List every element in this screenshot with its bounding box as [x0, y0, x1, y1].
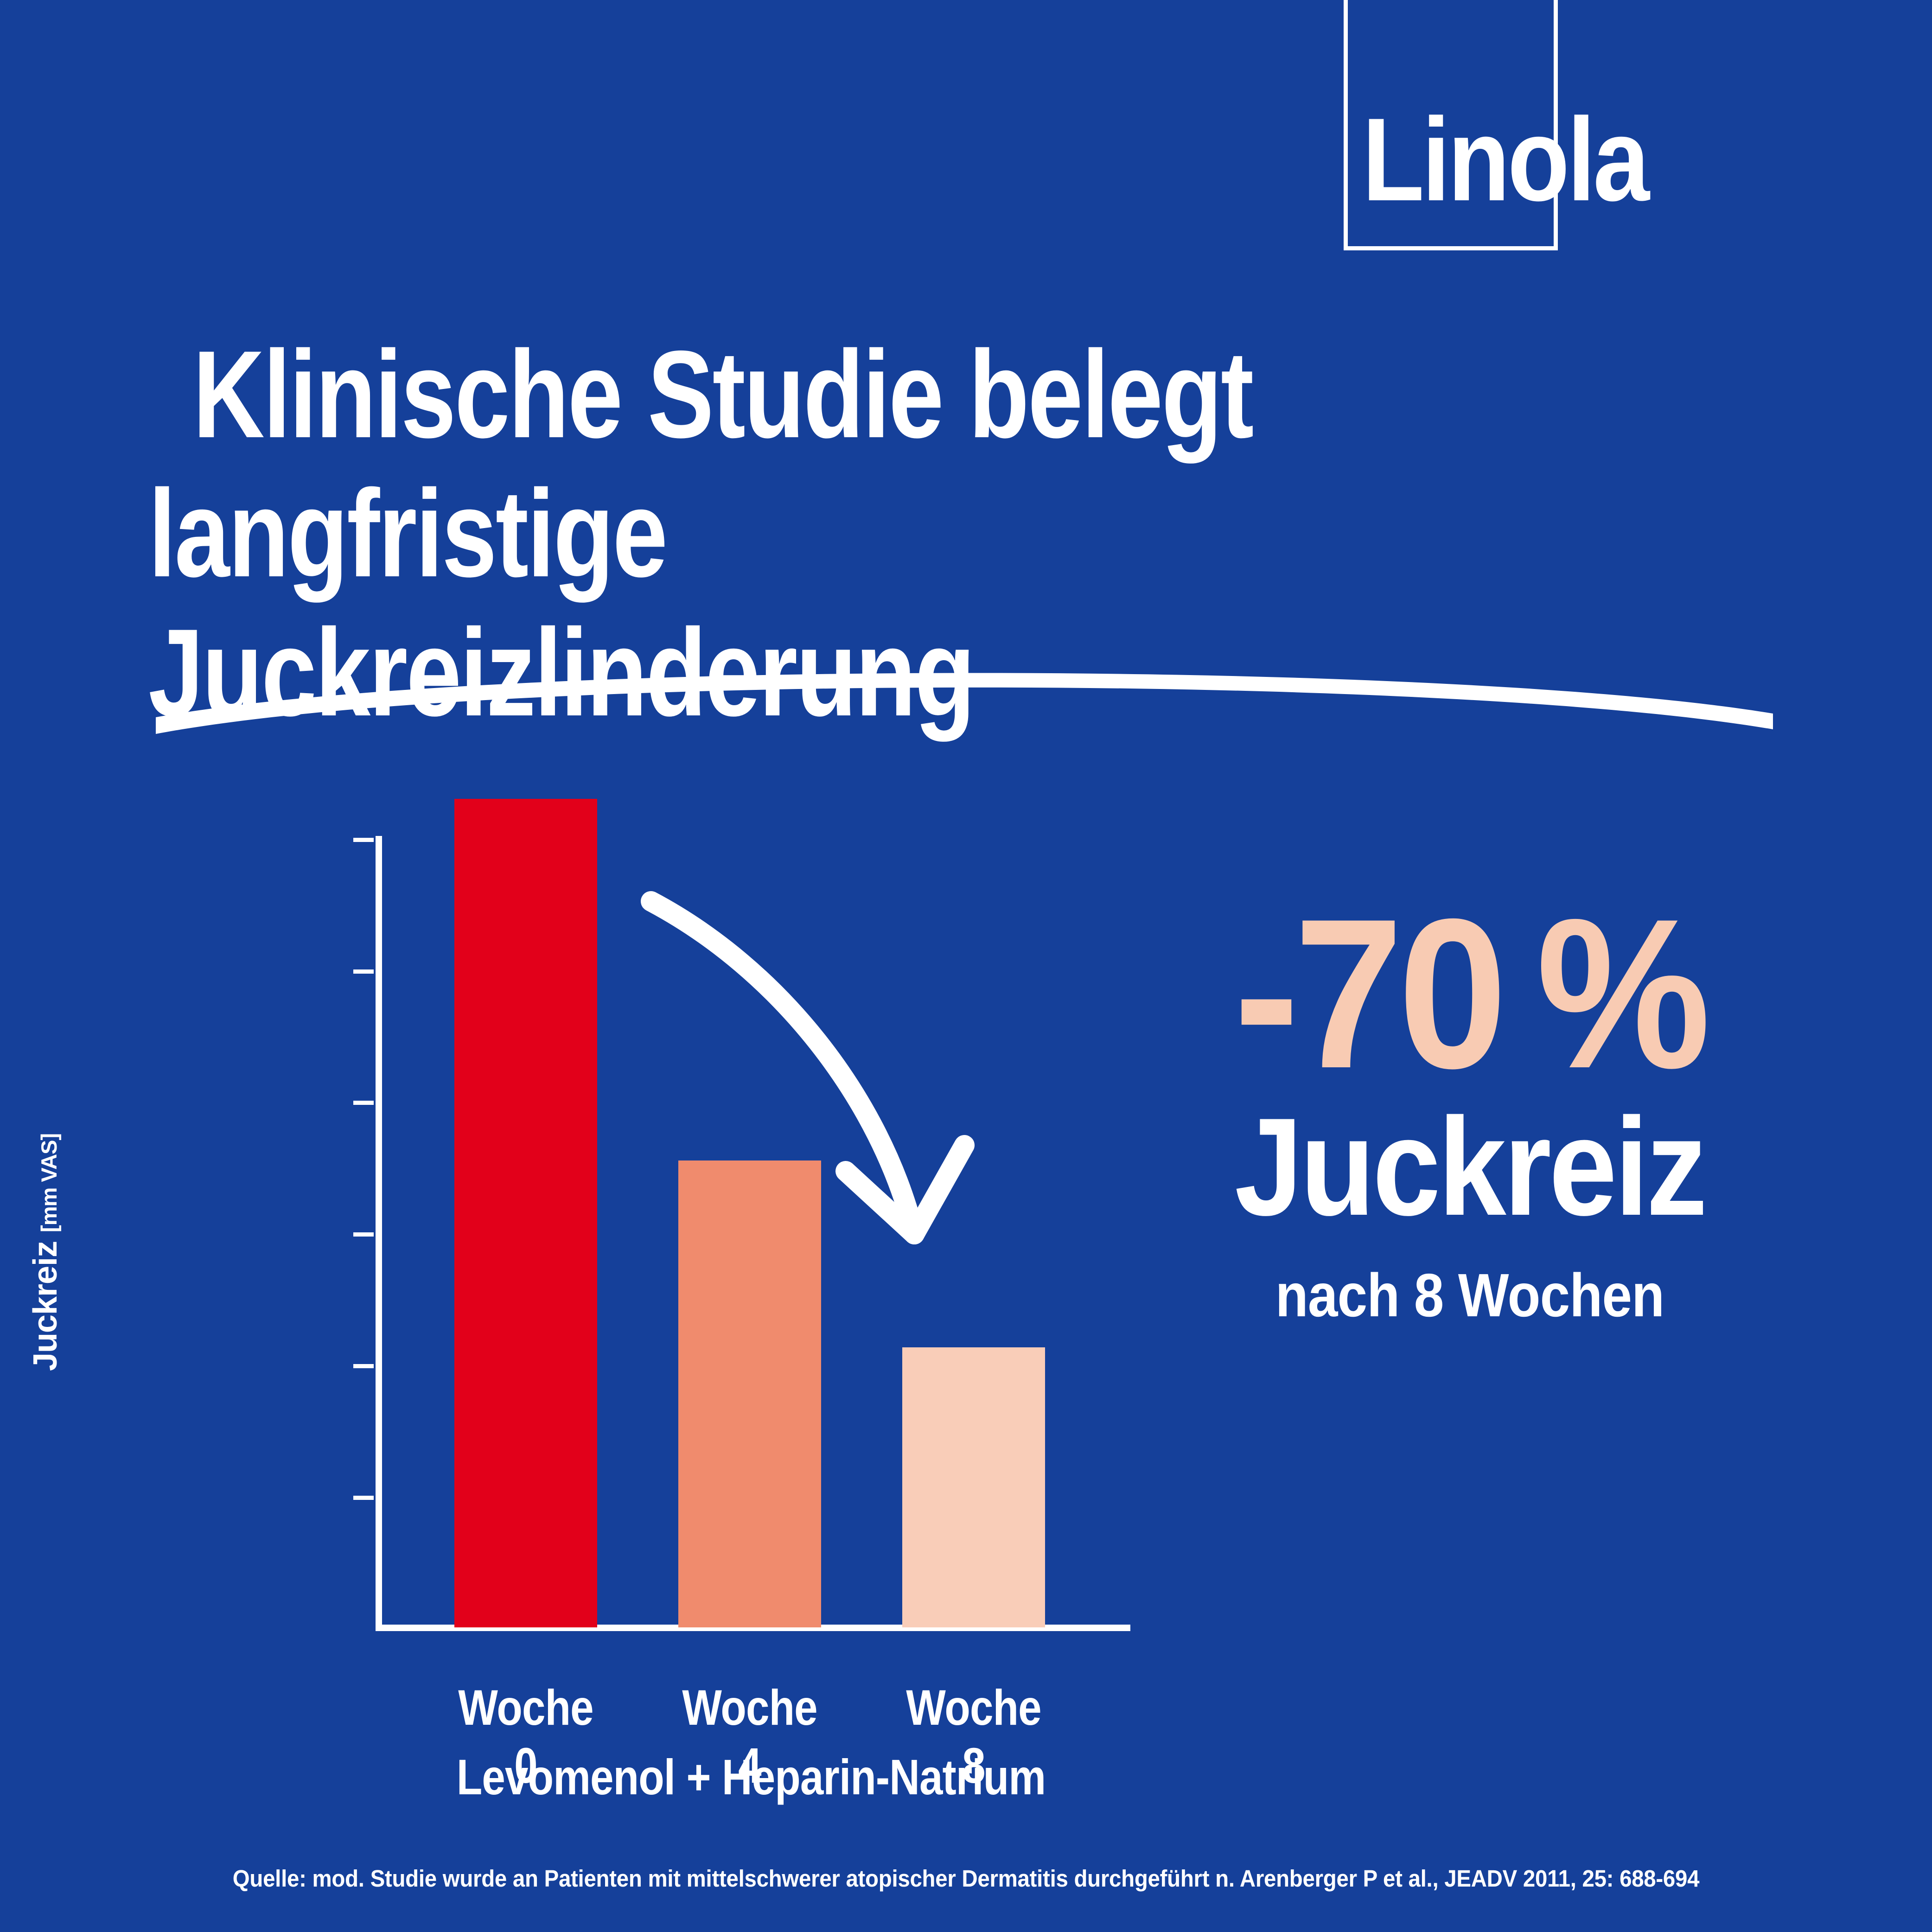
linola-logo: Linola [1344, 0, 1650, 250]
reduction-percent: -70 % [1234, 875, 1711, 1113]
y-axis-tick-20 [353, 1364, 374, 1368]
y-axis-tick-30 [353, 1232, 374, 1237]
downward-curved-arrow-icon [641, 891, 975, 1244]
bar-chart: 60 50 40 30 20 10 0 Juckreiz [mm VAS] Wo… [26, 799, 1130, 1805]
callout-subtext: nach 8 Wochen [1275, 1261, 1664, 1329]
bar-woche-4 [678, 1160, 821, 1627]
headline-line-1: Klinische Studie belegt [193, 325, 1254, 464]
bar-woche-8 [902, 1347, 1045, 1627]
x-axis-label-woche-4: Woche 4 [682, 1679, 817, 1793]
y-axis-line [376, 836, 382, 1631]
source-footnote: Quelle: mod. Studie wurde an Patienten m… [232, 1865, 1700, 1892]
y-axis-tick-10 [353, 1496, 374, 1500]
x-axis-label-woche-0: Woche 0 [458, 1679, 593, 1793]
y-axis-title: Juckreiz [mm VAS] [26, 1076, 64, 1428]
callout-block: -70 % Juckreiz nach 8 Wochen [1122, 875, 1817, 1329]
y-axis-tick-40 [353, 1101, 374, 1105]
linola-logo-text: Linola [1362, 93, 1650, 226]
y-axis-title-unit: [mm VAS] [37, 1133, 61, 1232]
y-axis-tick-50 [353, 969, 374, 974]
page-title: Klinische Studie belegt langfristige Juc… [148, 325, 1484, 742]
y-axis-title-text: Juckreiz [27, 1241, 64, 1371]
x-axis-label-woche-8: Woche 8 [906, 1679, 1041, 1793]
bar-woche-0 [454, 799, 597, 1627]
x-axis-title: Levomenol + Heparin-Natrium [456, 1749, 1046, 1805]
swoosh-underline-icon [156, 673, 1773, 734]
y-axis-tick-60 [353, 838, 374, 842]
headline-line-2: langfristige Juckreizlinderung [148, 464, 976, 742]
callout-keyword: Juckreiz [1234, 1088, 1708, 1244]
